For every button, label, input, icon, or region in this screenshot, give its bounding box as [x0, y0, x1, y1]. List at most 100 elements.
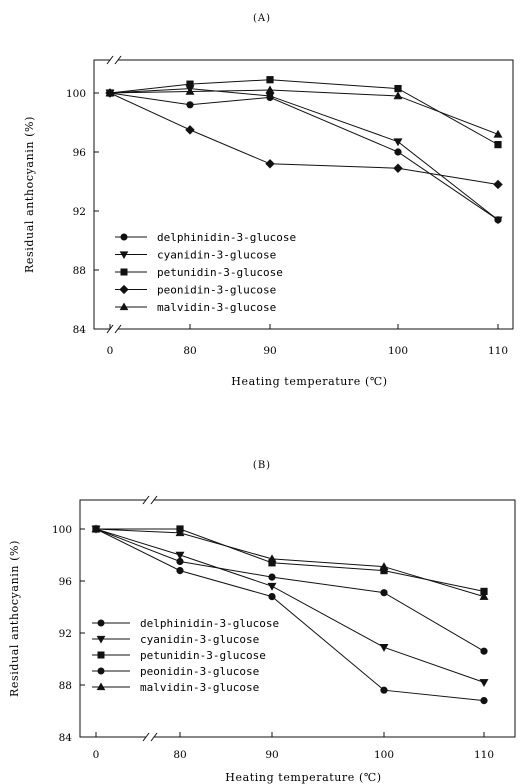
series-cyanidin-3-glucose	[105, 85, 503, 225]
panel-label: (B)	[253, 460, 271, 471]
axis-break-gap	[146, 497, 154, 503]
data-point	[91, 524, 101, 533]
data-point	[494, 141, 502, 149]
y-tick-label: 96	[73, 147, 87, 159]
legend-label: peonidin-3-glucose	[157, 284, 276, 297]
data-point	[267, 582, 277, 591]
axis-break-mark	[142, 732, 150, 742]
x-axis-title: Heating temperature (℃)	[225, 771, 381, 784]
legend: delphinidin-3-glucose cyanidin-3-glucose p…	[115, 231, 296, 314]
x-tick-label: 110	[474, 749, 494, 761]
y-tick-label: 88	[59, 680, 72, 692]
legend-label: petunidin-3-glucose	[140, 649, 266, 662]
y-axis-title: Residual anthocyanin (%)	[8, 540, 21, 697]
legend-marker	[97, 651, 105, 659]
data-point	[186, 80, 194, 88]
legend-marker	[97, 619, 105, 627]
data-point	[379, 562, 389, 570]
data-point	[185, 125, 195, 135]
legend-label: cyanidin-3-glucose	[140, 633, 259, 646]
x-tick-label: 80	[183, 345, 196, 357]
data-point	[480, 647, 488, 655]
legend-marker	[119, 284, 129, 295]
data-point	[493, 129, 503, 138]
data-point	[105, 88, 115, 97]
data-point	[380, 589, 388, 597]
y-tick-label: 100	[66, 88, 86, 100]
axis-break-mark	[142, 495, 150, 505]
legend-label: petunidin-3-glucose	[157, 266, 283, 279]
chart-panel: (B) 84 88 92 96 100 0 80 90 100 110 Heating tempera…	[8, 460, 516, 784]
data-point	[268, 592, 276, 601]
data-point	[176, 566, 184, 575]
series-line	[95, 528, 485, 598]
y-tick-label: 96	[59, 576, 73, 588]
legend: delphinidin-3-glucose cyanidin-3-glucose p…	[92, 617, 279, 694]
data-point	[266, 76, 274, 84]
legend-marker	[120, 268, 128, 276]
legend-label: malvidin-3-glucose	[140, 681, 259, 694]
data-point	[379, 644, 389, 652]
data-point	[175, 528, 185, 537]
x-tick-label: 90	[263, 345, 276, 357]
data-point	[393, 138, 403, 147]
legend-marker	[119, 302, 129, 311]
data-point	[265, 159, 275, 169]
y-axis-title: Residual anthocyanin (%)	[23, 116, 36, 273]
y-tick-label: 92	[59, 628, 72, 640]
series-line	[109, 88, 499, 221]
data-point	[176, 557, 184, 566]
axis-break-mark	[150, 495, 158, 505]
legend-label: malvidin-3-glucose	[157, 301, 276, 314]
legend-marker	[120, 233, 128, 241]
data-point	[393, 91, 403, 100]
data-point	[380, 686, 388, 694]
data-point	[268, 573, 276, 581]
panel-label: (A)	[253, 13, 271, 24]
chart-panel: (A) 84 88 92 96 100 0 80 90 100 110 Heating tempera…	[23, 13, 514, 388]
x-tick-label: 100	[374, 749, 394, 761]
y-tick-label: 92	[73, 206, 86, 218]
x-tick-label: 0	[107, 345, 114, 357]
data-point	[394, 84, 402, 93]
data-point	[267, 554, 277, 563]
series-delphinidin-3-glucose	[106, 89, 502, 224]
x-tick-label: 80	[173, 749, 186, 761]
axis-break-gap	[110, 57, 118, 63]
axis-break-mark	[114, 55, 122, 65]
data-point	[479, 679, 489, 687]
data-point	[493, 179, 503, 190]
x-tick-label: 100	[388, 345, 408, 357]
data-point	[394, 148, 402, 156]
axis-break-mark	[150, 732, 158, 742]
legend-marker	[96, 682, 106, 691]
x-axis-title: Heating temperature (℃)	[231, 375, 387, 388]
series-malvidin-3-glucose	[105, 85, 503, 138]
legend-marker	[96, 635, 106, 644]
axis-break-mark	[106, 55, 114, 65]
data-point	[493, 216, 503, 225]
y-tick-label: 100	[52, 524, 72, 536]
data-point	[265, 85, 275, 94]
series-petunidin-3-glucose	[106, 76, 502, 149]
legend-label: cyanidin-3-glucose	[157, 249, 276, 262]
data-point	[186, 101, 194, 109]
legend-label: delphinidin-3-glucose	[140, 617, 279, 630]
data-point	[480, 696, 488, 705]
axis-break-gap	[146, 734, 154, 740]
axis-break-gap	[110, 326, 118, 332]
data-point	[393, 163, 403, 173]
plot-frame	[93, 59, 514, 330]
data-point	[479, 592, 489, 600]
data-point	[185, 86, 195, 95]
x-tick-label: 90	[265, 749, 278, 761]
legend-marker	[119, 251, 129, 259]
plot-frame	[79, 499, 516, 738]
axis-break-mark	[114, 324, 122, 334]
series-line	[109, 92, 499, 185]
y-tick-label: 88	[73, 265, 86, 277]
legend-label: peonidin-3-glucose	[140, 665, 259, 678]
data-point	[175, 551, 185, 560]
y-tick-label: 84	[59, 732, 73, 744]
